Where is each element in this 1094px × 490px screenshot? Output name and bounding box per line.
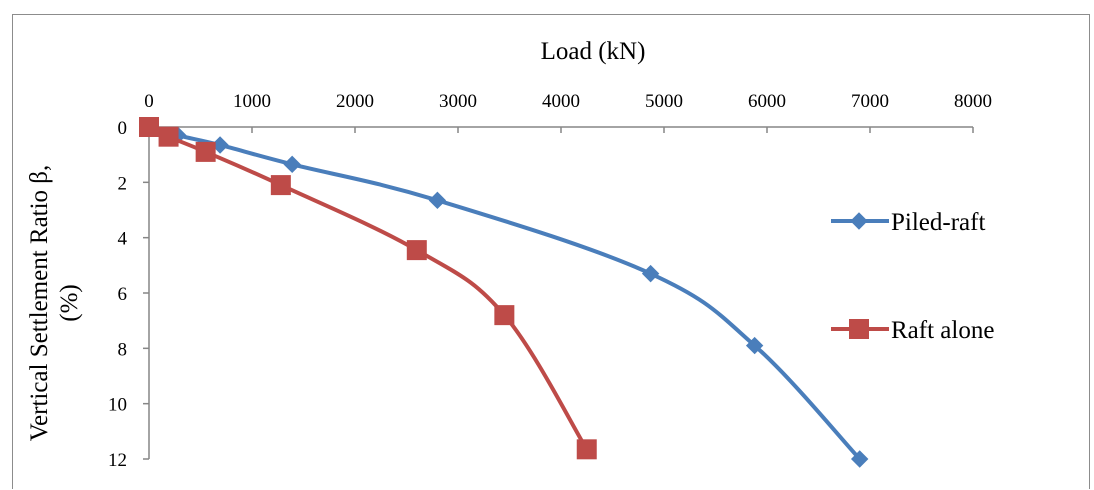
legend-item-raft-alone: Raft alone xyxy=(831,317,994,344)
x-tick-label: 4000 xyxy=(542,91,580,112)
data-point-raft-alone xyxy=(576,439,597,460)
x-tick-label: 2000 xyxy=(336,91,374,112)
y-tick-label: 2 xyxy=(118,173,128,194)
data-point-raft-alone xyxy=(158,126,179,147)
data-point-raft-alone xyxy=(494,305,515,326)
data-point-raft-alone xyxy=(195,141,216,162)
y-tick-label: 12 xyxy=(108,450,127,471)
legend-marker-raft-alone xyxy=(849,319,869,339)
data-point-piled-raft xyxy=(283,155,301,174)
legend-label-raft-alone: Raft alone xyxy=(891,317,994,344)
data-point-piled-raft xyxy=(850,450,869,468)
series-line-piled-raft xyxy=(147,125,862,461)
y-tick-label: 0 xyxy=(118,118,128,139)
x-tick-label: 5000 xyxy=(645,91,683,112)
y-tick-label: 8 xyxy=(118,339,128,360)
y-axis-title-line: Vertical Settlement Ratio β, xyxy=(26,165,53,442)
x-tick-label: 7000 xyxy=(851,91,889,112)
x-tick-label: 0 xyxy=(144,91,154,112)
x-tick-label: 1000 xyxy=(233,91,271,112)
x-tick-label: 8000 xyxy=(954,91,992,112)
x-tick-label: 6000 xyxy=(748,91,786,112)
data-point-raft-alone xyxy=(406,240,427,261)
legend-marker-piled-raft xyxy=(850,212,868,230)
y-axis-title: Vertical Settlement Ratio β, (%) xyxy=(26,165,83,442)
data-point-piled-raft xyxy=(641,264,660,283)
chart-svg: 0 1000 2000 3000 4000 5000 6000 7000 8000 0 2 4 6 8 10… xyxy=(26,38,994,471)
data-point-piled-raft xyxy=(428,191,447,210)
y-tick-label: 6 xyxy=(118,284,128,305)
data-point-raft-alone xyxy=(139,117,159,137)
data-point-piled-raft xyxy=(745,336,764,355)
y-tick-label: 4 xyxy=(118,229,128,250)
series-line-raft-alone xyxy=(147,125,589,452)
y-axis-title-line: (%) xyxy=(56,284,83,321)
legend-label-piled-raft: Piled-raft xyxy=(891,209,985,236)
chart-frame: 0 1000 2000 3000 4000 5000 6000 7000 8000 0 2 4 6 8 10… xyxy=(12,14,1090,489)
x-axis-title: Load (kN) xyxy=(541,38,646,65)
legend-item-piled-raft: Piled-raft xyxy=(831,209,985,236)
series-raft-alone xyxy=(139,117,597,460)
y-tick-label: 10 xyxy=(108,395,127,416)
data-point-raft-alone xyxy=(270,175,291,196)
x-tick-label: 3000 xyxy=(439,91,477,112)
